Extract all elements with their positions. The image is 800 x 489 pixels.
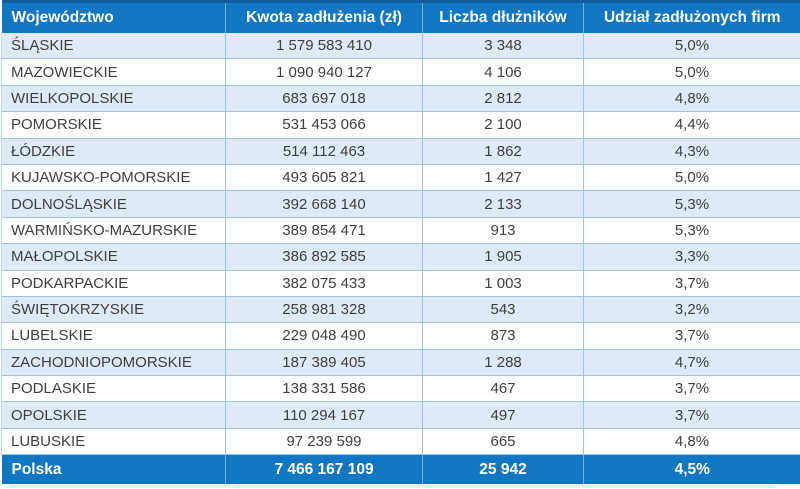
table-row: ZACHODNIOPOMORSKIE 187 389 405 1 288 4,7% [1, 348, 800, 376]
column-header-region: Województwo [1, 0, 226, 33]
table-row: KUJAWSKO-POMORSKIE 493 605 821 1 427 5,0% [1, 163, 800, 191]
region-cell: OPOLSKIE [1, 401, 226, 429]
share-cell: 3,7% [583, 401, 800, 429]
amount-cell: 386 892 585 [225, 243, 423, 271]
share-cell: 5,0% [583, 32, 800, 59]
share-cell: 3,3% [583, 243, 800, 271]
share-cell: 4,4% [583, 111, 800, 139]
table-row: ŁÓDZKIE 514 112 463 1 862 4,3% [1, 137, 800, 165]
region-cell: WARMIŃSKO-MAZURSKIE [1, 216, 226, 244]
table-row: WIELKOPOLSKIE 683 697 018 2 812 4,8% [1, 84, 800, 112]
amount-cell: 258 981 328 [225, 295, 423, 323]
region-cell: LUBUSKIE [1, 427, 226, 455]
amount-cell: 1 579 583 410 [225, 32, 423, 59]
table-row: MAŁOPOLSKIE 386 892 585 1 905 3,3% [1, 243, 800, 271]
amount-cell: 531 453 066 [225, 111, 423, 139]
amount-cell: 392 668 140 [225, 190, 423, 218]
share-cell: 3,7% [583, 322, 800, 350]
column-header-amount: Kwota zadłużenia (zł) [225, 0, 423, 33]
table-row: ŚLĄSKIE 1 579 583 410 3 348 5,0% [1, 32, 800, 59]
region-cell: PODKARPACKIE [1, 269, 226, 297]
amount-cell: 187 389 405 [225, 348, 423, 376]
amount-cell: 97 239 599 [225, 427, 423, 455]
debtors-cell: 665 [422, 427, 584, 455]
amount-cell: 138 331 586 [225, 375, 423, 402]
debtors-cell: 2 133 [422, 190, 584, 218]
column-header-debtors: Liczba dłużników [422, 0, 584, 33]
region-cell: DOLNOŚLĄSKIE [1, 190, 226, 218]
share-cell: 4,7% [583, 348, 800, 376]
region-cell: POMORSKIE [1, 111, 226, 139]
column-header-share: Udział zadłużonych firm [583, 0, 800, 33]
share-cell: 5,0% [583, 163, 800, 191]
debtors-cell: 467 [422, 375, 584, 402]
region-cell: MAZOWIECKIE [1, 58, 226, 86]
amount-cell: 389 854 471 [225, 216, 423, 244]
table-row: POMORSKIE 531 453 066 2 100 4,4% [1, 111, 800, 139]
debtors-cell: 913 [422, 216, 584, 244]
debtors-cell: 873 [422, 322, 584, 350]
region-cell: PODLASKIE [1, 375, 226, 402]
region-cell: ZACHODNIOPOMORSKIE [1, 348, 226, 376]
debtors-cell: 1 905 [422, 243, 584, 271]
table-row: WARMIŃSKO-MAZURSKIE 389 854 471 913 5,3% [1, 216, 800, 244]
share-cell: 5,0% [583, 58, 800, 86]
amount-cell: 110 294 167 [225, 401, 423, 429]
amount-cell: 382 075 433 [225, 269, 423, 297]
share-cell: 5,3% [583, 216, 800, 244]
amount-cell: 683 697 018 [225, 84, 423, 112]
region-cell: MAŁOPOLSKIE [1, 243, 226, 271]
region-cell: KUJAWSKO-POMORSKIE [1, 163, 226, 191]
table-bottom-shadow [6, 484, 776, 488]
total-amount-cell: 7 466 167 109 [225, 454, 423, 484]
share-cell: 4,8% [583, 427, 800, 455]
table-row: DOLNOŚLĄSKIE 392 668 140 2 133 5,3% [1, 190, 800, 218]
total-label-cell: Polska [1, 454, 226, 484]
region-cell: ŁÓDZKIE [1, 137, 226, 165]
debtors-cell: 2 100 [422, 111, 584, 139]
table-row: PODKARPACKIE 382 075 433 1 003 3,7% [1, 269, 800, 297]
debtors-cell: 3 348 [422, 32, 584, 59]
amount-cell: 493 605 821 [225, 163, 423, 191]
table-row: OPOLSKIE 110 294 167 497 3,7% [1, 401, 800, 429]
amount-cell: 229 048 490 [225, 322, 423, 350]
region-cell: WIELKOPOLSKIE [1, 84, 226, 112]
region-cell: ŚLĄSKIE [1, 32, 226, 59]
share-cell: 4,3% [583, 137, 800, 165]
table-row: LUBUSKIE 97 239 599 665 4,8% [1, 427, 800, 455]
debtors-cell: 2 812 [422, 84, 584, 112]
table-row: ŚWIĘTOKRZYSKIE 258 981 328 543 3,2% [1, 295, 800, 323]
share-cell: 3,7% [583, 375, 800, 402]
table-body: ŚLĄSKIE 1 579 583 410 3 348 5,0% MAZOWIECKIE… [1, 32, 800, 455]
debtors-cell: 1 288 [422, 348, 584, 376]
table-row: PODLASKIE 138 331 586 467 3,7% [1, 375, 800, 402]
share-cell: 3,7% [583, 269, 800, 297]
amount-cell: 514 112 463 [225, 137, 423, 165]
total-debtors-cell: 25 942 [422, 454, 584, 484]
debtors-cell: 1 862 [422, 137, 584, 165]
share-cell: 5,3% [583, 190, 800, 218]
share-cell: 3,2% [583, 295, 800, 323]
total-share-cell: 4,5% [583, 454, 800, 484]
region-cell: ŚWIĘTOKRZYSKIE [1, 295, 226, 323]
share-cell: 4,8% [583, 84, 800, 112]
table-row: MAZOWIECKIE 1 090 940 127 4 106 5,0% [1, 58, 800, 86]
amount-cell: 1 090 940 127 [225, 58, 423, 86]
debtors-cell: 543 [422, 295, 584, 323]
debtors-cell: 497 [422, 401, 584, 429]
region-cell: LUBELSKIE [1, 322, 226, 350]
total-row: Polska 7 466 167 109 25 942 4,5% [1, 454, 800, 484]
header-row: Województwo Kwota zadłużenia (zł) Liczba… [1, 0, 800, 33]
table-row: LUBELSKIE 229 048 490 873 3,7% [1, 322, 800, 350]
debtors-cell: 1 427 [422, 163, 584, 191]
debtors-cell: 1 003 [422, 269, 584, 297]
debtors-cell: 4 106 [422, 58, 584, 86]
